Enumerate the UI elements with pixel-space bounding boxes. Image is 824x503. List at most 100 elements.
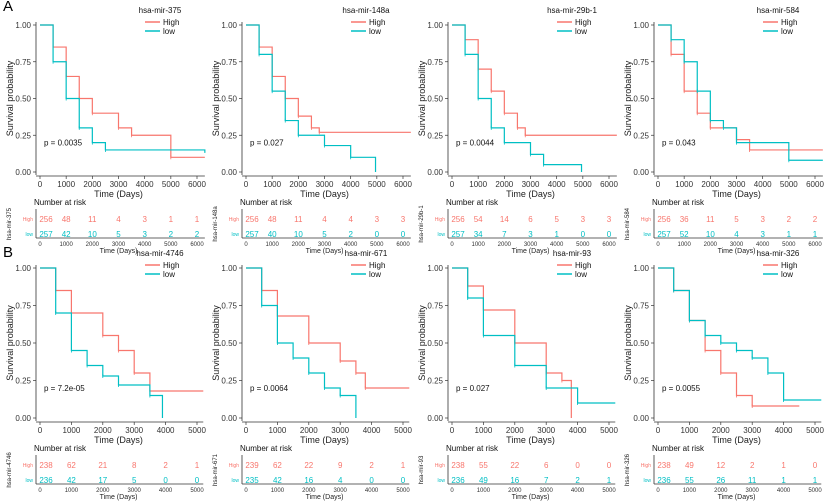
- x-tick-label: 0: [656, 426, 661, 435]
- legend-title: hsa-mir-29b-1: [547, 6, 597, 15]
- risk-count-high: 22: [510, 461, 519, 470]
- risk-count-low: 0: [195, 476, 200, 485]
- legend-label-low: low: [781, 270, 793, 279]
- p-value: p = 0.0064: [250, 384, 289, 393]
- risk-x-axis-title: Time (Days): [512, 494, 550, 501]
- x-axis-title: Time (Days): [506, 435, 555, 445]
- risk-row-label-high: High: [23, 217, 34, 223]
- risk-row-label-low: low: [231, 478, 239, 484]
- y-tick-label: 1.00: [221, 264, 237, 273]
- risk-count-high: 239: [245, 461, 259, 470]
- legend-label-high: High: [163, 18, 179, 27]
- legend-label-low: low: [163, 27, 175, 36]
- risk-count-high: 2: [787, 215, 792, 224]
- y-tick-label: 0.75: [221, 302, 237, 311]
- y-tick-label: 0.50: [15, 339, 31, 348]
- y-tick-label: 0.75: [15, 58, 31, 67]
- x-axis-title: Time (Days): [300, 435, 349, 445]
- risk-x-tick-label: 1000: [271, 488, 285, 494]
- risk-table-ylabel: hsa-mir-584: [625, 207, 631, 240]
- x-axis-title: Time (Days): [712, 189, 761, 199]
- risk-count-low: 0: [607, 230, 612, 239]
- risk-x-tick-label: 5000: [164, 242, 178, 248]
- risk-x-tick-label: 4000: [571, 488, 585, 494]
- legend-label-low: low: [369, 27, 381, 36]
- y-tick-label: 0.00: [221, 168, 237, 177]
- risk-x-tick-label: 2000: [498, 242, 512, 248]
- x-axis-title: Time (Days): [506, 189, 555, 199]
- risk-count-high: 12: [716, 461, 725, 470]
- risk-count-low: 10: [706, 230, 715, 239]
- legend-label-high: High: [163, 261, 179, 270]
- risk-count-low: 55: [685, 476, 694, 485]
- risk-count-high: 3: [760, 215, 765, 224]
- x-tick-label: 3000: [110, 180, 128, 189]
- y-tick-label: 0.25: [633, 131, 649, 140]
- risk-count-high: 22: [304, 461, 313, 470]
- risk-x-tick-label: 1000: [59, 242, 73, 248]
- x-tick-label: 1000: [475, 426, 493, 435]
- risk-count-low: 257: [39, 230, 53, 239]
- x-tick-label: 5000: [188, 426, 206, 435]
- y-tick-label: 0.50: [15, 95, 31, 104]
- risk-x-tick-label: 2000: [508, 488, 522, 494]
- risk-x-tick-label: 5000: [190, 488, 204, 494]
- risk-count-low: 257: [245, 230, 259, 239]
- x-tick-label: 1000: [263, 180, 281, 189]
- risk-row-label-high: High: [229, 463, 240, 469]
- legend-title: hsa-mir-4746: [136, 249, 184, 258]
- risk-row-label-low: low: [643, 478, 651, 484]
- risk-row-label-high: High: [435, 463, 446, 469]
- legend-label-high: High: [369, 261, 385, 270]
- risk-table-ylabel: hsa-mir-375: [7, 207, 13, 240]
- risk-count-low: 40: [268, 230, 277, 239]
- x-tick-label: 0: [38, 180, 43, 189]
- risk-x-tick-label: 1000: [265, 242, 279, 248]
- risk-x-tick-label: 4000: [138, 242, 152, 248]
- risk-x-tick-label: 2000: [96, 488, 110, 494]
- risk-count-high: 62: [273, 461, 282, 470]
- y-tick-label: 1.00: [15, 21, 31, 30]
- risk-table-title: Number at risk: [34, 198, 87, 207]
- x-tick-label: 5000: [162, 180, 180, 189]
- risk-count-high: 3: [607, 215, 612, 224]
- legend-label-low: low: [163, 270, 175, 279]
- x-tick-label: 6000: [188, 180, 206, 189]
- x-tick-label: 4000: [136, 180, 154, 189]
- risk-count-low: 16: [510, 476, 519, 485]
- risk-count-low: 0: [375, 230, 380, 239]
- risk-count-low: 5: [116, 230, 121, 239]
- risk-count-low: 0: [401, 230, 406, 239]
- y-tick-label: 1.00: [15, 264, 31, 273]
- risk-row-label-high: High: [435, 217, 446, 223]
- risk-count-high: 6: [528, 215, 533, 224]
- y-tick-label: 0.25: [15, 131, 31, 140]
- risk-row-label-low: low: [25, 478, 33, 484]
- risk-count-high: 256: [245, 215, 259, 224]
- x-tick-label: 5000: [806, 426, 824, 435]
- x-tick-label: 4000: [157, 426, 175, 435]
- risk-count-high: 49: [685, 461, 694, 470]
- risk-count-low: 4: [734, 230, 739, 239]
- y-tick-label: 0.75: [633, 58, 649, 67]
- risk-table-title: Number at risk: [446, 444, 499, 453]
- risk-x-tick-label: 3000: [128, 488, 142, 494]
- p-value: p = 7.2e-05: [44, 384, 85, 393]
- risk-count-low: 11: [748, 476, 757, 485]
- risk-count-high: 48: [268, 215, 277, 224]
- legend-label-low: low: [575, 27, 587, 36]
- risk-row-label-low: low: [437, 478, 445, 484]
- risk-x-tick-label: 1000: [677, 242, 691, 248]
- x-tick-label: 1000: [57, 180, 75, 189]
- risk-x-tick-label: 2000: [714, 488, 728, 494]
- risk-table-ylabel: hsa-mir-148a: [213, 206, 219, 242]
- risk-row-label-low: low: [231, 232, 239, 238]
- x-tick-label: 5000: [600, 426, 618, 435]
- risk-row-label-high: High: [23, 463, 34, 469]
- x-tick-label: 1000: [469, 180, 487, 189]
- x-tick-label: 2000: [94, 426, 112, 435]
- y-tick-label: 0.25: [221, 377, 237, 386]
- risk-x-tick-label: 0: [38, 242, 42, 248]
- x-tick-label: 1000: [681, 426, 699, 435]
- y-tick-label: 0.50: [427, 339, 443, 348]
